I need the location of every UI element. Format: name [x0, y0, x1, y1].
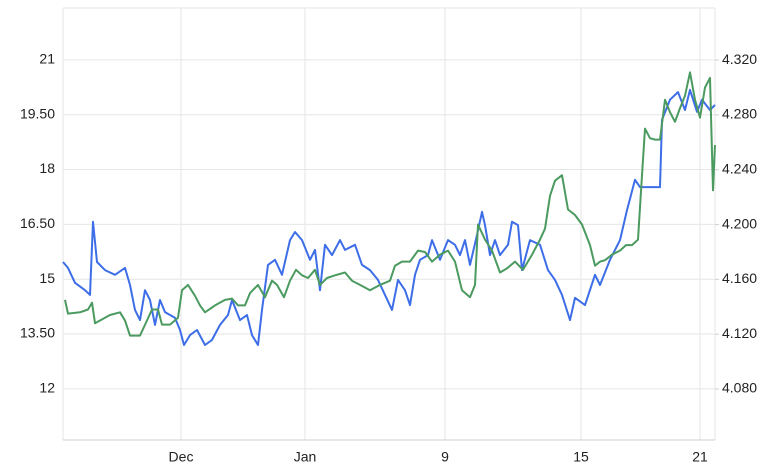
x-tick-label: Dec: [169, 449, 194, 465]
y-tick-label: 12: [39, 380, 55, 396]
data-line: [64, 71, 716, 337]
y2-tick-label: 4.200: [722, 215, 757, 231]
y2-tick-label: 4.160: [722, 270, 757, 286]
y-tick-label: 16.50: [20, 215, 55, 231]
y2-tick-label: 4.080: [722, 380, 757, 396]
y-tick-label: 18: [39, 160, 55, 176]
y2-tick-label: 4.240: [722, 160, 757, 176]
x-tick-label: 21: [692, 449, 708, 465]
y2-tick-label: 4.320: [722, 51, 757, 67]
y-tick-label: 19.50: [20, 105, 55, 121]
data-line: [62, 88, 716, 346]
x-tick-label: Jan: [294, 449, 317, 465]
x-tick-label: 15: [573, 449, 589, 465]
y-tick-label: 15: [39, 270, 55, 286]
y2-tick-label: 4.120: [722, 325, 757, 341]
x-tick-label: 9: [441, 449, 449, 465]
y2-tick-label: 4.280: [722, 106, 757, 122]
y-tick-label: 21: [39, 51, 55, 67]
y-tick-label: 13.50: [20, 325, 55, 341]
